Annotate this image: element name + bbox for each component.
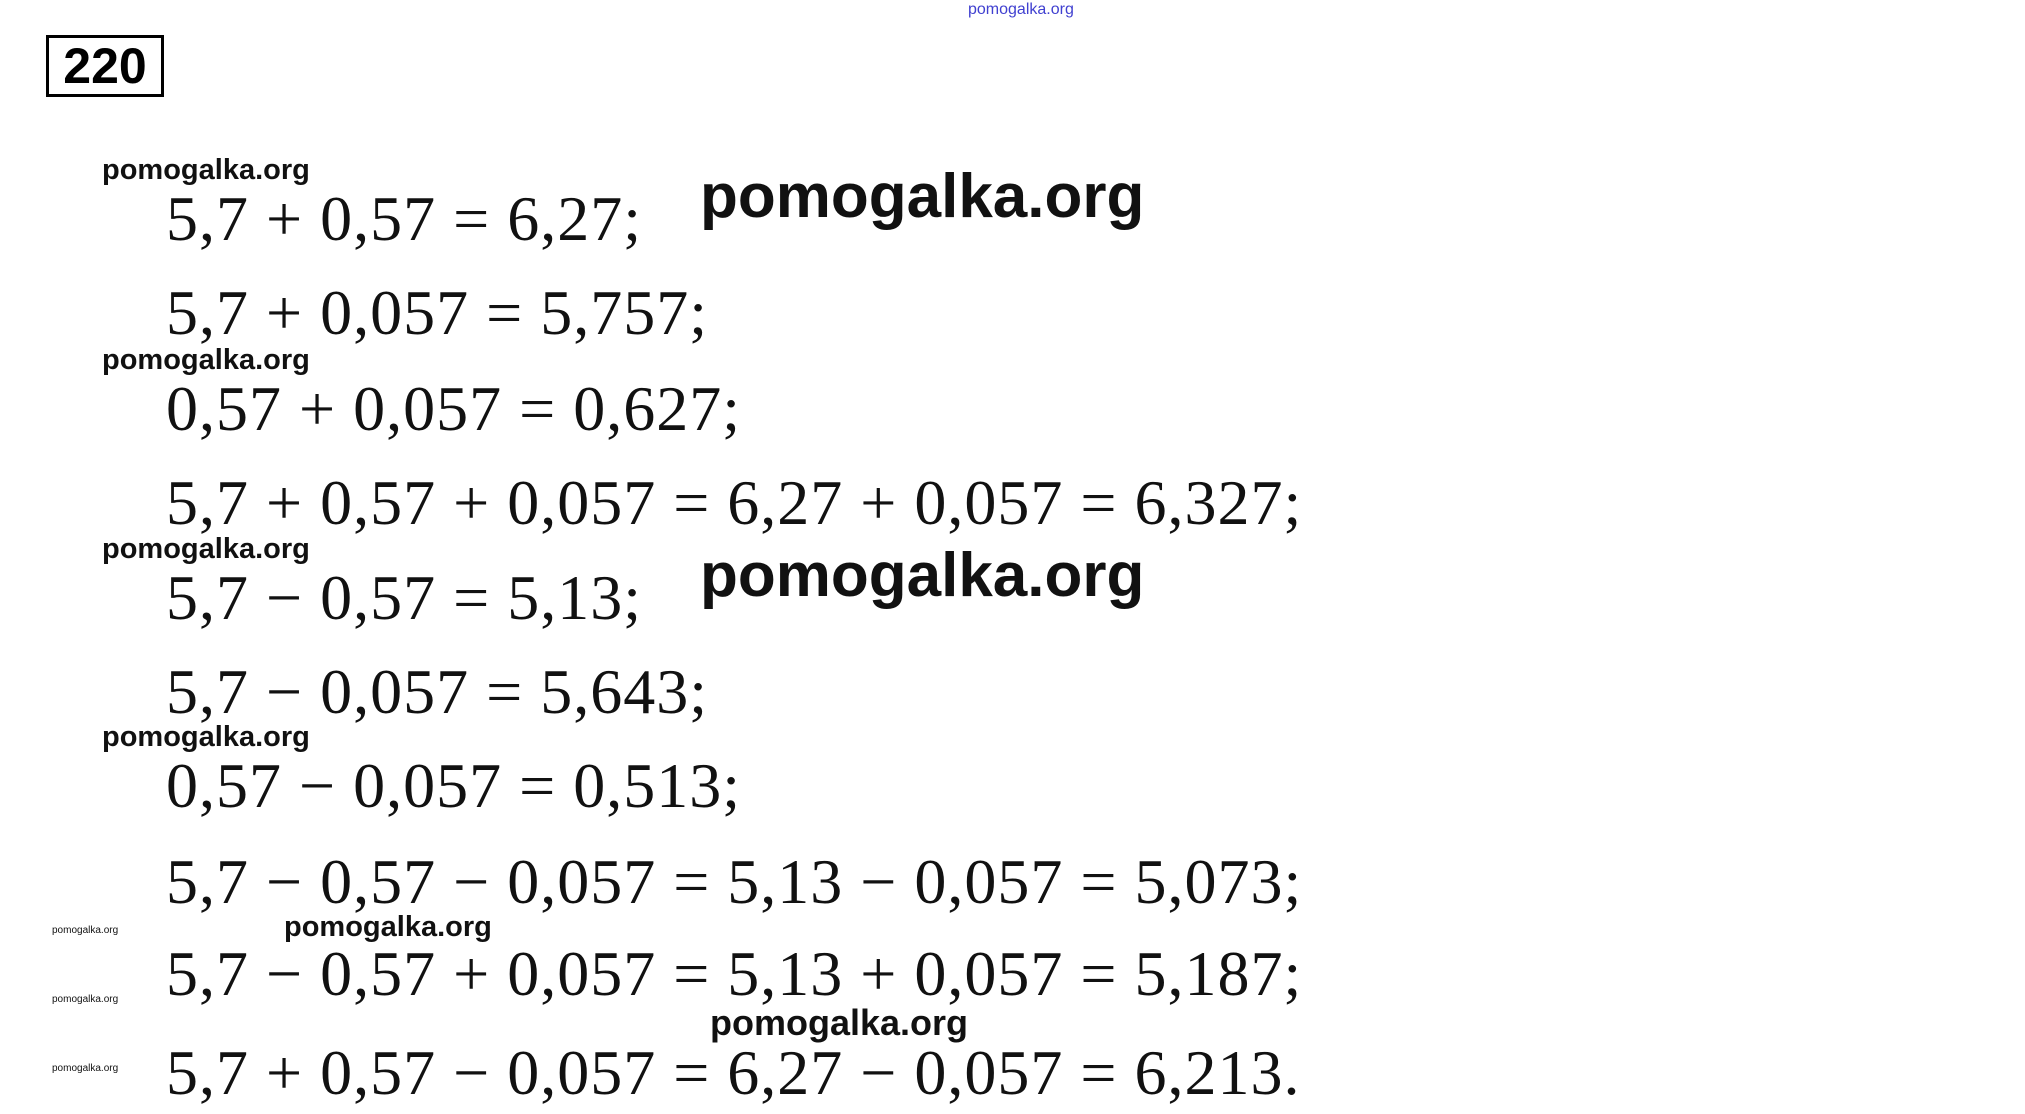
equation-5: 5,7 − 0,57 = 5,13; [166,562,642,633]
watermark-tiny: pomogalka.org [52,1063,119,1074]
watermark: pomogalka.org [102,533,310,565]
equation-10: 5,7 + 0,57 − 0,057 = 6,27 − 0,057 = 6,21… [166,1037,1301,1108]
watermark-large: pomogalka.org [700,541,1145,610]
equation-3: 0,57 + 0,057 = 0,627; [166,373,741,444]
watermark-tiny: pomogalka.org [52,925,119,936]
equation-6: 5,7 − 0,057 = 5,643; [166,656,708,727]
equation-1: 5,7 + 0,57 = 6,27; [166,183,642,254]
watermark-top: pomogalka.org [968,1,1074,18]
equation-4: 5,7 + 0,57 + 0,057 = 6,27 + 0,057 = 6,32… [166,467,1303,538]
watermark-tiny: pomogalka.org [52,994,119,1005]
equation-8: 5,7 − 0,57 − 0,057 = 5,13 − 0,057 = 5,07… [166,846,1303,917]
watermark: pomogalka.org [102,721,310,753]
watermark: pomogalka.org [284,911,492,943]
watermark: pomogalka.org [710,1002,969,1043]
watermark: pomogalka.org [102,154,310,186]
equation-9: 5,7 − 0,57 + 0,057 = 5,13 + 0,057 = 5,18… [166,938,1303,1009]
equation-7: 0,57 − 0,057 = 0,513; [166,750,741,821]
watermark: pomogalka.org [102,344,310,376]
equation-2: 5,7 + 0,057 = 5,757; [166,277,708,348]
watermark-large: pomogalka.org [700,162,1145,231]
problem-number: 220 [46,35,164,97]
